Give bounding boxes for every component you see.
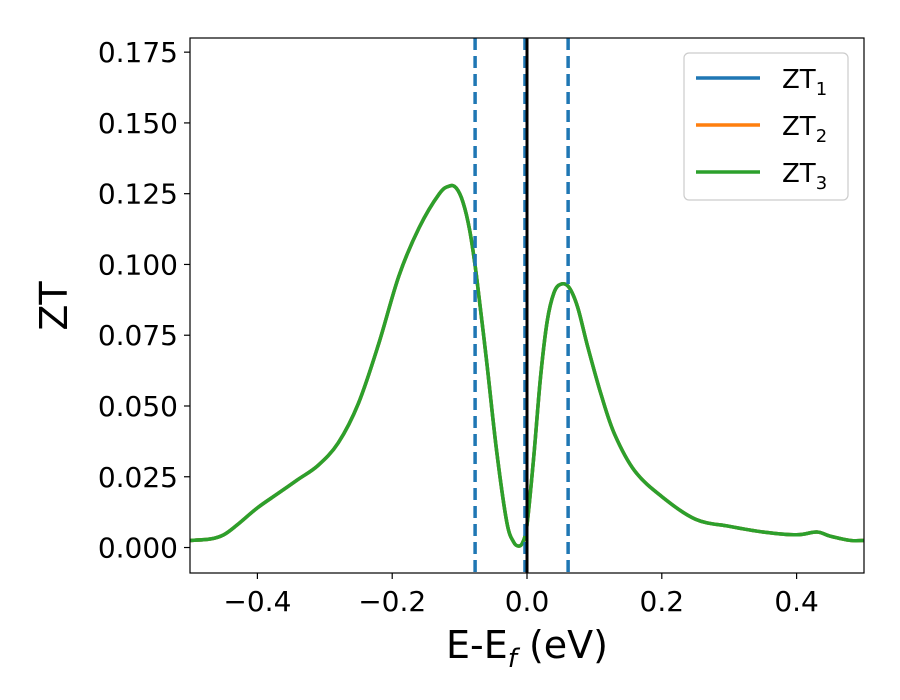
y-tick-label: 0.050: [98, 390, 178, 423]
x-tick-label: −0.2: [358, 585, 426, 618]
y-tick-label: 0.025: [98, 461, 178, 494]
x-tick-label: 0.2: [640, 585, 685, 618]
legend-label-2: ZT2: [782, 112, 827, 147]
legend-label-3: ZT3: [782, 159, 827, 194]
legend-items: ZT1 ZT2 ZT3: [696, 65, 827, 194]
x-tick-label: 0.4: [774, 585, 819, 618]
y-tick-label: 0.100: [98, 248, 178, 281]
y-tick-label: 0.125: [98, 178, 178, 211]
legend-label-1: ZT1: [782, 65, 827, 100]
series-line-3: [190, 183, 864, 548]
x-tick-label: 0.0: [505, 585, 550, 618]
y-axis-ticks: 0.000 0.025 0.050 0.075 0.100 0.125 0.150 0.175: [98, 36, 190, 565]
y-tick-label: 0.000: [98, 532, 178, 565]
y-tick-label: 0.175: [98, 36, 178, 69]
y-tick-label: 0.075: [98, 319, 178, 352]
x-axis-ticks: −0.4 −0.2 0.0 0.2 0.4: [223, 573, 819, 618]
legend-box: [683, 52, 849, 201]
plot-lines-layer: [190, 183, 864, 548]
y-axis-label: ZT: [32, 281, 76, 331]
x-axis-label: E-Ef (eV): [446, 623, 608, 674]
x-tick-label: −0.4: [223, 585, 291, 618]
reference-lines-layer: [473, 38, 570, 573]
y-tick-label: 0.150: [98, 107, 178, 140]
legend: ZT1 ZT2 ZT3: [683, 52, 849, 201]
